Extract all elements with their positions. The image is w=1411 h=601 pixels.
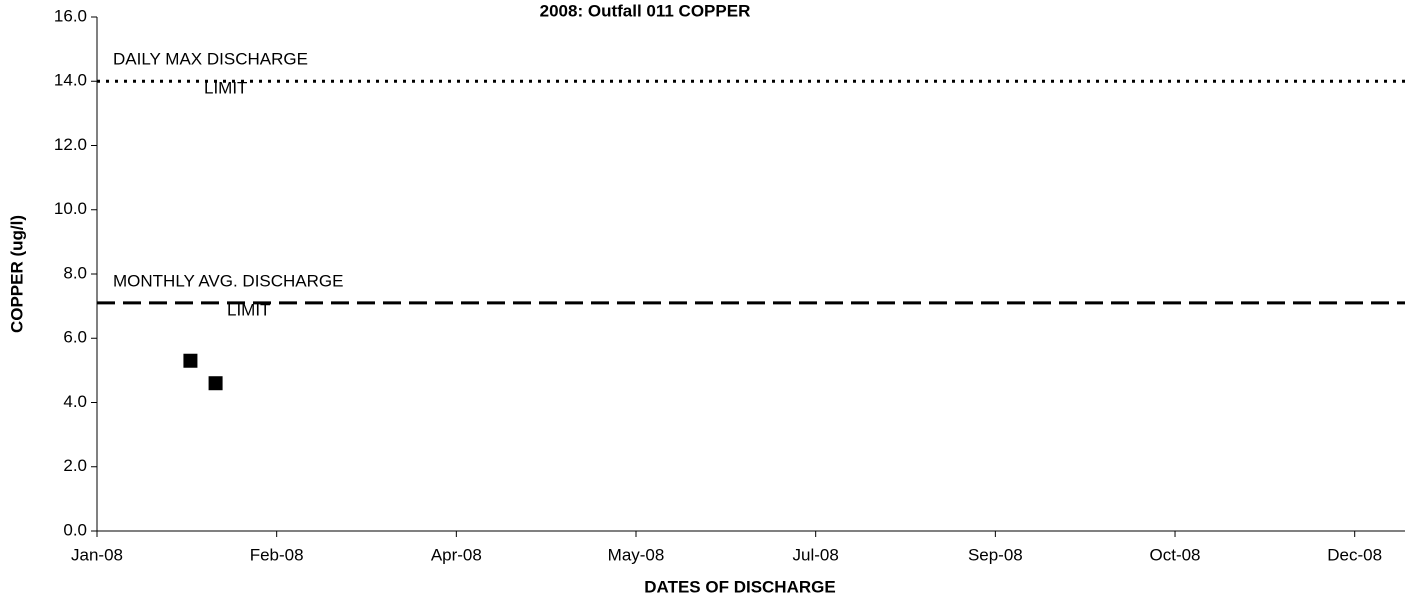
y-tick-label: 8.0 [63,263,87,282]
y-tick-label: 16.0 [54,6,87,25]
x-tick-label: Sep-08 [968,545,1023,564]
y-tick-label: 14.0 [54,71,87,90]
y-tick-label: 4.0 [63,392,87,411]
chart-title: 2008: Outfall 011 COPPER [540,1,751,20]
y-tick-label: 6.0 [63,328,87,347]
x-tick-label: Jul-08 [793,545,839,564]
reference-label: MONTHLY AVG. DISCHARGE [113,271,344,290]
point [208,376,223,391]
reference-label: DAILY MAX DISCHARGE [113,50,308,69]
x-axis-title: DATES OF DISCHARGE [644,577,835,596]
y-tick-label: 0.0 [63,520,87,539]
y-tick-label: 12.0 [54,135,87,154]
reference-label: LIMIT [227,300,270,319]
x-tick-label: Apr-08 [431,545,482,564]
point [183,353,198,368]
y-tick-label: 10.0 [54,199,87,218]
x-tick-label: Dec-08 [1327,545,1382,564]
y-tick-label: 2.0 [63,456,87,475]
reference-label: LIMIT [204,79,247,98]
x-tick-label: Feb-08 [250,545,304,564]
y-axis-title: COPPER (ug/l) [7,215,26,333]
x-tick-label: Jan-08 [71,545,123,564]
x-tick-label: May-08 [608,545,665,564]
x-tick-label: Oct-08 [1150,545,1201,564]
